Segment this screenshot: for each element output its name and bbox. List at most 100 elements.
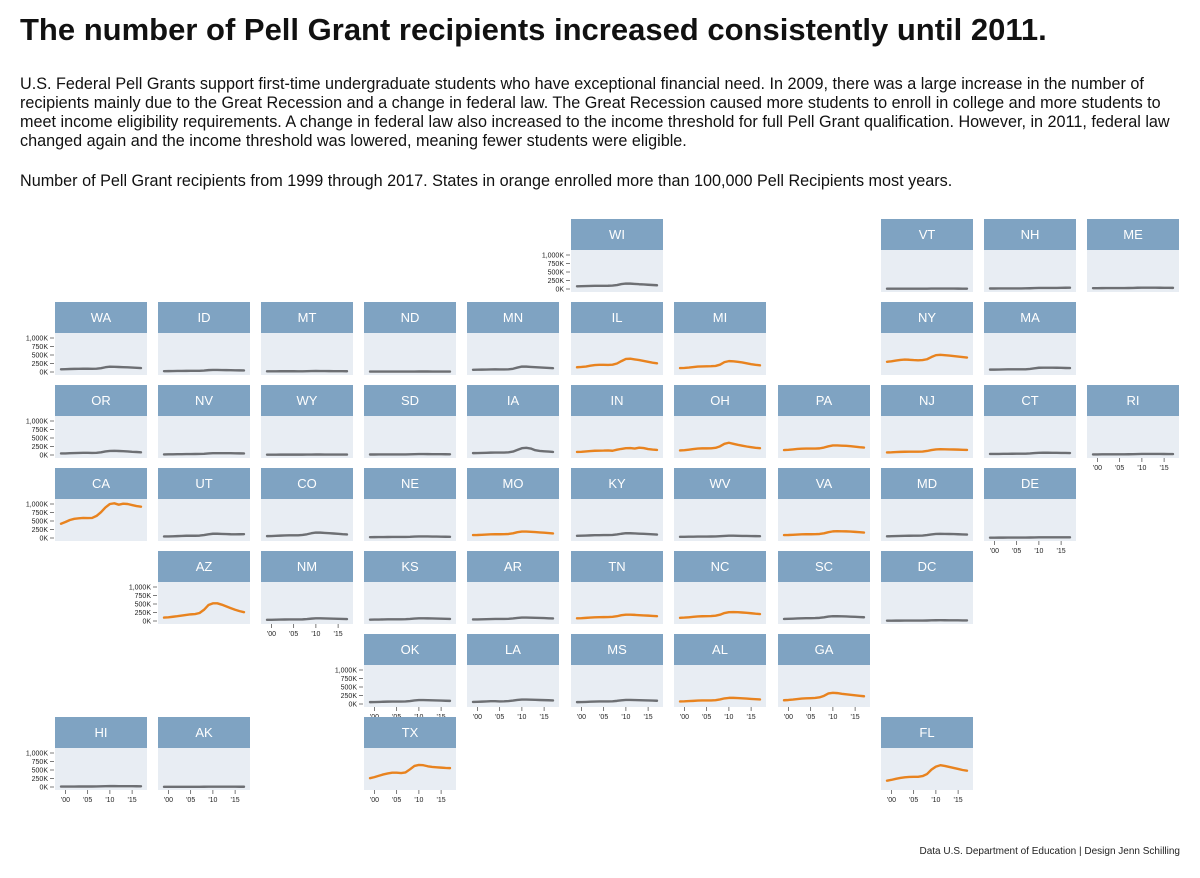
sparkline-svg [575,532,659,537]
sparkline-svg [678,696,762,703]
x-tick-label: '00 [473,714,482,721]
y-tick-label: 750K [32,510,49,517]
sparkline-panel [674,582,766,624]
state-tile-mo: MO [467,468,559,541]
state-label: KY [571,468,663,499]
sparkline-panel [364,665,456,707]
sparkline-panel [467,582,559,624]
series-line-fl [885,764,969,782]
state-tile-wv: WV [674,468,766,541]
sparkline-panel [261,416,353,458]
state-tile-fl: FL [881,717,973,790]
state-label: ND [364,302,456,333]
sparkline-svg [59,449,143,455]
x-tick-label: '10 [311,631,320,638]
state-tile-tn: TN [571,551,663,624]
state-label: MN [467,302,559,333]
sparkline-svg [678,441,762,452]
sparkline-svg [885,287,969,290]
x-tick-label: '10 [828,714,837,721]
series-line-mo [471,530,555,537]
sparkline-svg [988,286,1072,290]
sparkline-panel [674,665,766,707]
sparkline-panel [778,499,870,541]
series-line-il [575,357,659,369]
state-tile-ga: GA [778,634,870,707]
x-tick-label: '15 [231,797,240,804]
x-tick-label: '05 [1012,548,1021,555]
sparkline-panel [881,748,973,790]
state-tile-ky: KY [571,468,663,541]
state-label: FL [881,717,973,748]
x-tick-label: '15 [334,631,343,638]
x-tick-label: '10 [1137,465,1146,472]
series-line-wi [575,282,659,288]
sparkline-panel [881,499,973,541]
state-label: AR [467,551,559,582]
state-label: PA [778,385,870,416]
y-tick-label: 500K [548,269,565,276]
series-line-nh [988,286,1072,290]
series-line-oh [678,441,762,452]
sparkline-svg [265,453,349,456]
series-line-in [575,446,659,454]
x-tick-label: '00 [887,797,896,804]
y-tick-label: 750K [135,593,152,600]
series-line-mi [678,359,762,370]
sparkline-svg [471,530,555,537]
y-tick-label: 250K [548,278,565,285]
y-tick-label: 500K [341,684,358,691]
x-tick-label: '05 [806,714,815,721]
y-tick-label: 500K [32,352,49,359]
series-line-nm [265,617,349,622]
series-line-al [678,696,762,703]
sparkline-panel [261,499,353,541]
y-tick-label: 1,000K [542,252,565,259]
sparkline-svg [471,446,555,455]
y-tick-label: 0K [348,701,357,708]
series-line-or [59,449,143,455]
state-label: OR [55,385,147,416]
sparkline-svg [368,763,452,780]
series-line-ks [368,617,452,621]
x-tick-label: '15 [437,797,446,804]
state-tile-md: MD [881,468,973,541]
state-label: KS [364,551,456,582]
state-label: MD [881,468,973,499]
state-label: WA [55,302,147,333]
y-tick-label: 750K [32,759,49,766]
sparkline-svg [678,534,762,539]
series-line-va [782,530,866,537]
series-line-ia [471,446,555,455]
x-tick-label: '00 [267,631,276,638]
series-line-mn [471,365,555,371]
x-tick-label: '00 [784,714,793,721]
y-tick-label: 250K [32,361,49,368]
state-tile-me: ME [1087,219,1179,292]
sparkline-panel [364,333,456,375]
series-line-ny [885,353,969,363]
series-line-ct [988,451,1072,456]
x-tick-label: '15 [540,714,549,721]
state-label: LA [467,634,559,665]
y-tick-label: 0K [39,535,48,542]
x-tick-label: '05 [1115,465,1124,472]
series-line-wv [678,534,762,539]
state-tile-il: IL [571,302,663,375]
state-tile-or: OR [55,385,147,458]
state-tile-la: LA [467,634,559,707]
x-tick-label: '10 [724,714,733,721]
state-tile-nm: NM [261,551,353,624]
y-tick-label: 0K [39,452,48,459]
state-tile-ks: KS [364,551,456,624]
sparkline-panel [1087,250,1179,292]
sparkline-panel [55,499,147,541]
y-tick-label: 0K [39,369,48,376]
y-tick-label: 1,000K [26,750,49,757]
y-tick-label: 500K [135,601,152,608]
state-tile-vt: VT [881,219,973,292]
sparkline-svg [885,448,969,454]
x-tick-label: '15 [851,714,860,721]
series-line-ca [59,502,143,525]
sparkline-svg [782,691,866,702]
